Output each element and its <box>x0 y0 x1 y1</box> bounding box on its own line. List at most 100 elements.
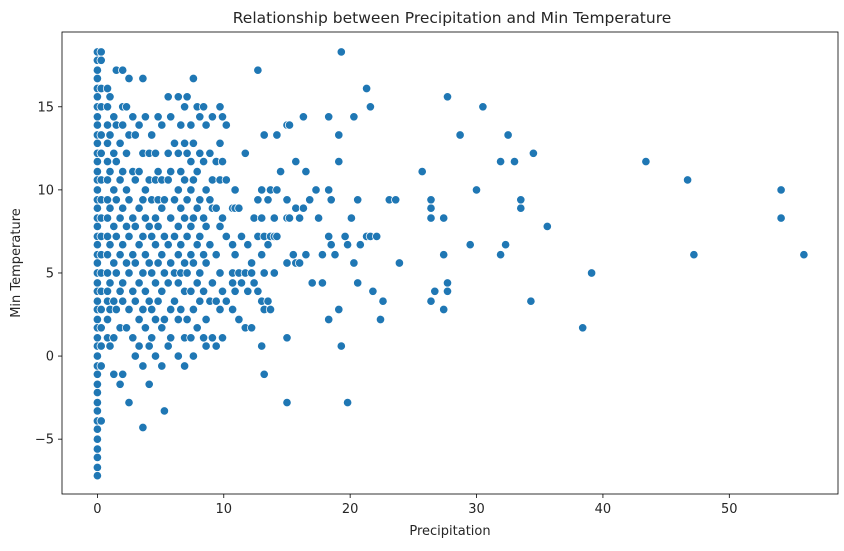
scatter-point <box>157 203 167 213</box>
scatter-point <box>205 195 215 205</box>
scatter-point <box>169 138 180 148</box>
scatter-point <box>118 65 128 75</box>
scatter-point <box>353 195 363 205</box>
scatter-point <box>182 231 192 241</box>
scatter-point <box>118 296 128 306</box>
scatter-point <box>102 102 113 112</box>
scatter-point <box>689 250 699 260</box>
scatter-point <box>96 130 106 140</box>
scatter-point <box>195 195 205 205</box>
scatter-point <box>234 203 244 213</box>
scatter-point <box>336 47 346 57</box>
scatter-point <box>96 55 106 65</box>
scatter-point <box>182 92 192 102</box>
scatter-point <box>259 369 269 379</box>
scatter-point <box>176 304 186 315</box>
scatter-point <box>215 221 225 231</box>
scatter-point <box>326 240 336 250</box>
scatter-point <box>188 351 198 361</box>
scatter-point <box>362 83 372 94</box>
scatter-point <box>247 323 257 333</box>
scatter-point <box>180 213 190 223</box>
x-tick-label: 40 <box>595 502 612 517</box>
scatter-point <box>92 444 102 454</box>
scatter-point <box>276 167 286 177</box>
scatter-point <box>243 286 253 296</box>
scatter-point <box>221 175 231 185</box>
scatter-point <box>147 130 157 140</box>
scatter-point <box>465 240 475 250</box>
scatter-point <box>140 286 150 296</box>
scatter-point <box>207 112 217 122</box>
scatter-point <box>372 231 382 241</box>
scatter-point <box>159 406 169 416</box>
scatter-point <box>205 148 215 158</box>
scatter-point <box>455 130 465 140</box>
scatter-point <box>105 203 115 213</box>
x-tick-label: 10 <box>215 502 232 517</box>
scatter-point <box>157 120 167 130</box>
scatter-point <box>442 278 453 288</box>
scatter-point <box>221 120 231 130</box>
scatter-point <box>324 314 334 325</box>
scatter-point <box>130 221 140 231</box>
scatter-point <box>105 92 115 102</box>
scatter-point <box>144 258 154 268</box>
scatter-point <box>188 175 198 185</box>
scatter-point <box>109 185 119 195</box>
scatter-point <box>92 471 102 481</box>
scatter-point <box>111 157 121 167</box>
scatter-point <box>799 250 809 260</box>
scatter-point <box>683 175 693 185</box>
scatter-point <box>118 120 128 130</box>
scatter-point <box>124 398 134 408</box>
scatter-point <box>153 221 163 231</box>
scatter-point <box>336 341 346 351</box>
scatter-point <box>105 240 115 250</box>
scatter-point <box>288 250 298 260</box>
scatter-point <box>157 286 167 296</box>
scatter-point <box>201 185 211 195</box>
scatter-point <box>121 148 132 158</box>
scatter-point <box>159 195 169 205</box>
scatter-point <box>253 195 263 205</box>
scatter-point <box>180 138 190 148</box>
scatter-point <box>166 167 176 177</box>
scatter-point <box>211 341 221 351</box>
scatter-point <box>301 250 311 260</box>
y-tick-label: 0 <box>46 350 54 365</box>
x-tick-label: 50 <box>721 502 738 517</box>
plot-frame <box>61 31 839 495</box>
scatter-point <box>349 112 359 122</box>
scatter-point <box>257 185 267 195</box>
scatter-point <box>257 341 267 351</box>
scatter-point <box>150 278 161 288</box>
scatter-point <box>92 240 102 250</box>
scatter-point <box>199 250 209 260</box>
scatter-point <box>442 286 453 296</box>
scatter-point <box>236 278 247 288</box>
scatter-point <box>173 221 183 231</box>
scatter-point <box>253 65 263 75</box>
scatter-point <box>442 92 453 102</box>
scatter-point <box>211 296 221 306</box>
scatter-point <box>109 258 119 268</box>
scatter-point <box>215 138 225 148</box>
scatter-point <box>195 112 205 122</box>
scatter-point <box>102 314 113 325</box>
scatter-point <box>144 296 154 306</box>
scatter-point <box>92 296 102 306</box>
scatter-point <box>343 398 353 408</box>
scatter-point <box>265 304 276 315</box>
scatter-point <box>291 157 301 167</box>
scatter-point <box>109 148 119 158</box>
scatter-point <box>186 250 196 260</box>
scatter-point <box>305 195 315 205</box>
scatter-point <box>134 341 144 351</box>
scatter-point <box>188 73 198 84</box>
scatter-point <box>102 286 113 296</box>
y-axis-label: Min Temperature <box>9 208 24 318</box>
scatter-point <box>92 462 102 472</box>
scatter-point <box>542 221 552 231</box>
scatter-point <box>578 323 588 333</box>
